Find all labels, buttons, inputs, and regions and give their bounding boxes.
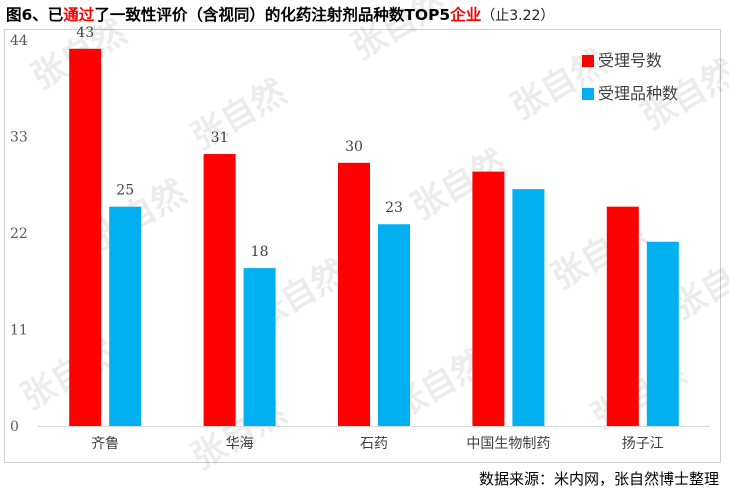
bar-accepted — [606, 206, 639, 426]
data-label: 31 — [211, 130, 229, 146]
bar-accepted — [338, 162, 370, 426]
legend-swatch — [582, 88, 594, 100]
legend-label: 受理号数 — [598, 51, 662, 70]
data-label: 30 — [345, 139, 363, 155]
bar-varieties — [512, 189, 545, 426]
x-category-label: 中国生物制药 — [466, 436, 550, 452]
data-label: 43 — [76, 25, 94, 41]
x-category-label: 华海 — [226, 436, 254, 452]
watermark-text: 张自然 — [185, 72, 293, 158]
title-part-4: 企业 — [450, 6, 482, 24]
data-label: 18 — [251, 244, 269, 260]
bar-accepted — [69, 48, 102, 426]
legend-swatch — [582, 55, 594, 67]
y-tick-label: 33 — [10, 130, 28, 146]
chart-frame — [4, 29, 721, 463]
title-part-2: 通过 — [63, 6, 95, 24]
watermark-text: 张自然 — [505, 42, 613, 128]
watermark-text: 张自然 — [185, 392, 293, 478]
y-tick-label: 22 — [10, 226, 28, 242]
title-part-1: 图6、已 — [6, 6, 64, 24]
bar-varieties — [646, 241, 679, 426]
y-tick-label: 44 — [10, 33, 28, 49]
source-note: 数据来源：米内网，张自然博士整理 — [478, 470, 719, 488]
bar-accepted — [203, 154, 236, 426]
bar-varieties — [109, 206, 142, 426]
y-tick-label: 11 — [10, 323, 28, 339]
labels-layer: 43 25 齐鲁 31 18 华海 30 23 石药 中国生物制药 扬子江 — [76, 25, 664, 452]
y-tick-label: 0 — [10, 419, 19, 435]
title-part-3: 了一致性评价（含视同）的化药注射剂品种数TOP5 — [94, 6, 451, 24]
bar-accepted — [472, 171, 505, 426]
title-date: （止3.22） — [481, 8, 555, 24]
data-label: 25 — [116, 183, 134, 199]
legend-label: 受理品种数 — [598, 84, 678, 103]
bar-varieties — [243, 268, 276, 426]
watermark-text: 张自然 — [15, 332, 123, 418]
x-category-label: 齐鲁 — [91, 436, 119, 452]
chart-title: 图6、已通过了一致性评价（含视同）的化药注射剂品种数TOP5企业（止3.22） — [6, 3, 554, 29]
data-label: 23 — [385, 200, 403, 216]
bar-varieties — [378, 224, 410, 426]
watermark-text: 张自然 — [345, 0, 453, 68]
x-category-label: 石药 — [360, 436, 388, 452]
x-category-label: 扬子江 — [622, 436, 664, 452]
bars-layer — [69, 48, 679, 426]
axis-layer: 0 11 22 33 44 — [10, 33, 710, 435]
